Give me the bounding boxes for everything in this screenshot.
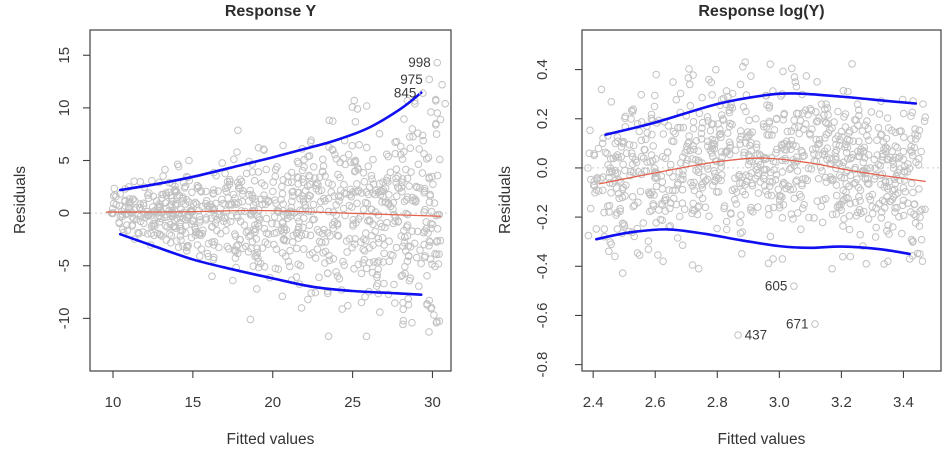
- right-outlier-labels: 605 671 437: [734, 279, 819, 343]
- right-plot-box: [581, 29, 942, 372]
- svg-text:5: 5: [56, 156, 73, 164]
- svg-text:671: 671: [786, 317, 809, 332]
- svg-text:3.4: 3.4: [893, 394, 914, 411]
- right-x-axis-label: Fitted values: [717, 431, 806, 448]
- svg-text:15: 15: [56, 47, 73, 64]
- right-axis-ticks: [575, 69, 905, 378]
- right-lower-envelope-curve: [594, 228, 911, 256]
- svg-text:0.4: 0.4: [534, 59, 551, 80]
- svg-text:0.2: 0.2: [534, 108, 551, 129]
- svg-text:975: 975: [400, 72, 423, 87]
- right-y-axis-label: Residuals: [497, 165, 514, 235]
- svg-text:25: 25: [344, 394, 361, 411]
- svg-text:3.0: 3.0: [769, 394, 790, 411]
- left-x-axis-label: Fitted values: [226, 431, 315, 448]
- left-center-smooth-curve: [105, 209, 442, 217]
- svg-text:2.6: 2.6: [645, 394, 666, 411]
- svg-text:-0.6: -0.6: [534, 303, 551, 329]
- left-panel-title: Response Y: [224, 3, 317, 20]
- svg-text:-10: -10: [56, 308, 73, 330]
- left-scatter-points: [107, 80, 450, 341]
- svg-text:30: 30: [424, 394, 441, 411]
- svg-text:20: 20: [264, 394, 281, 411]
- svg-text:10: 10: [105, 394, 122, 411]
- left-lower-envelope-curve: [118, 232, 423, 296]
- svg-text:2.4: 2.4: [583, 394, 604, 411]
- left-axis-ticks: [83, 54, 434, 378]
- svg-text:0: 0: [56, 209, 73, 217]
- svg-text:605: 605: [765, 279, 788, 294]
- svg-text:998: 998: [408, 55, 431, 70]
- svg-text:-0.2: -0.2: [534, 204, 551, 230]
- svg-text:3.2: 3.2: [831, 394, 852, 411]
- left-plot-box: [89, 29, 452, 372]
- svg-text:-0.4: -0.4: [534, 253, 551, 279]
- svg-text:437: 437: [745, 328, 768, 343]
- svg-text:10: 10: [56, 100, 73, 117]
- right-center-smooth-curve: [598, 157, 926, 185]
- right-tick-labels: 2.4 2.6 2.8 3.0 3.2 3.4 -0.8 -0.6 -0.4 -0.2 0.0 0.2…: [534, 59, 914, 411]
- svg-text:15: 15: [185, 394, 202, 411]
- left-y-axis-label: Residuals: [12, 165, 29, 235]
- right-upper-envelope-curve: [604, 92, 918, 137]
- svg-text:845: 845: [394, 86, 417, 101]
- svg-text:-0.8: -0.8: [534, 352, 551, 378]
- svg-text:0.0: 0.0: [534, 157, 551, 178]
- left-tick-labels: 10 15 20 25 30 -10 -5 0 5 10 15: [56, 47, 441, 411]
- right-panel-title: Response log(Y): [698, 3, 825, 20]
- svg-text:2.8: 2.8: [707, 394, 728, 411]
- right-scatter-points: [584, 58, 930, 277]
- panel-right: 605 671 437 2.4 2.6 2.8 3.0 3.2 3.4 -0.8 -0.6 -0.4 -…: [534, 29, 942, 411]
- left-upper-envelope-curve: [118, 91, 423, 192]
- svg-text:-5: -5: [56, 259, 73, 272]
